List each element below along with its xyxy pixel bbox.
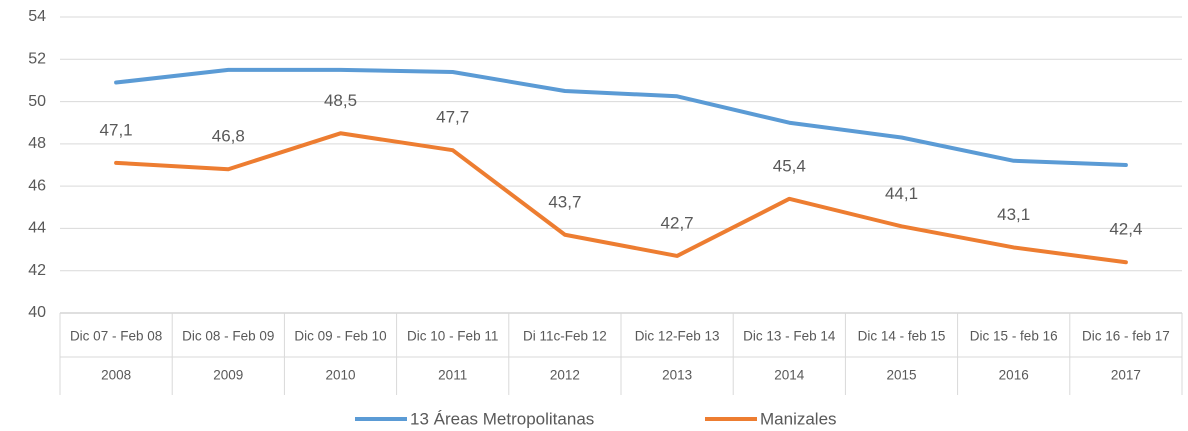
data-label: 48,5 xyxy=(324,91,357,110)
x-group-label: 2008 xyxy=(101,368,131,383)
x-group-label: 2011 xyxy=(438,368,467,383)
x-group-label: 2013 xyxy=(662,368,692,383)
x-tick-label: Dic 13 - Feb 14 xyxy=(743,329,836,344)
data-label: 47,7 xyxy=(436,108,469,127)
x-tick-label: Dic 15 - feb 16 xyxy=(970,329,1058,344)
x-group-label: 2010 xyxy=(325,368,355,383)
x-tick-label: Dic 10 - Feb 11 xyxy=(407,329,498,344)
y-tick-label: 54 xyxy=(28,8,46,25)
x-tick-label: Dic 12-Feb 13 xyxy=(635,329,720,344)
series-line xyxy=(114,67,1128,167)
data-label: 47,1 xyxy=(100,120,133,139)
x-group-label: 2016 xyxy=(999,368,1029,383)
legend-label: Manizales xyxy=(760,409,837,428)
x-group-label: 2012 xyxy=(550,368,580,383)
y-tick-label: 50 xyxy=(28,93,46,110)
data-label: 43,7 xyxy=(548,192,581,211)
x-tick-label: Dic 09 - Feb 10 xyxy=(294,329,386,344)
data-label: 46,8 xyxy=(212,127,245,146)
x-tick-label: Dic 07 - Feb 08 xyxy=(70,329,162,344)
data-label: 45,4 xyxy=(773,156,806,175)
x-tick-label: Dic 16 - feb 17 xyxy=(1082,329,1170,344)
x-group-label: 2014 xyxy=(774,368,805,383)
y-tick-label: 40 xyxy=(28,304,46,321)
y-tick-label: 52 xyxy=(28,51,46,68)
y-tick-label: 48 xyxy=(28,135,46,152)
data-label: 43,1 xyxy=(997,205,1030,224)
x-group-label: 2017 xyxy=(1111,368,1141,383)
y-tick-label: 46 xyxy=(28,177,46,194)
data-label: 42,4 xyxy=(1109,220,1142,239)
y-tick-label: 42 xyxy=(28,262,46,279)
data-label: 42,7 xyxy=(661,213,694,232)
x-tick-label: Di 11c-Feb 12 xyxy=(523,329,607,344)
y-tick-label: 44 xyxy=(28,220,46,237)
series-line xyxy=(114,131,1128,265)
x-group-label: 2015 xyxy=(886,368,916,383)
legend-label: 13 Áreas Metropolitanas xyxy=(410,409,594,428)
x-tick-label: Dic 14 - feb 15 xyxy=(858,329,946,344)
data-label: 44,1 xyxy=(885,184,918,203)
x-group-label: 2009 xyxy=(213,368,243,383)
x-tick-label: Dic 08 - Feb 09 xyxy=(182,329,274,344)
